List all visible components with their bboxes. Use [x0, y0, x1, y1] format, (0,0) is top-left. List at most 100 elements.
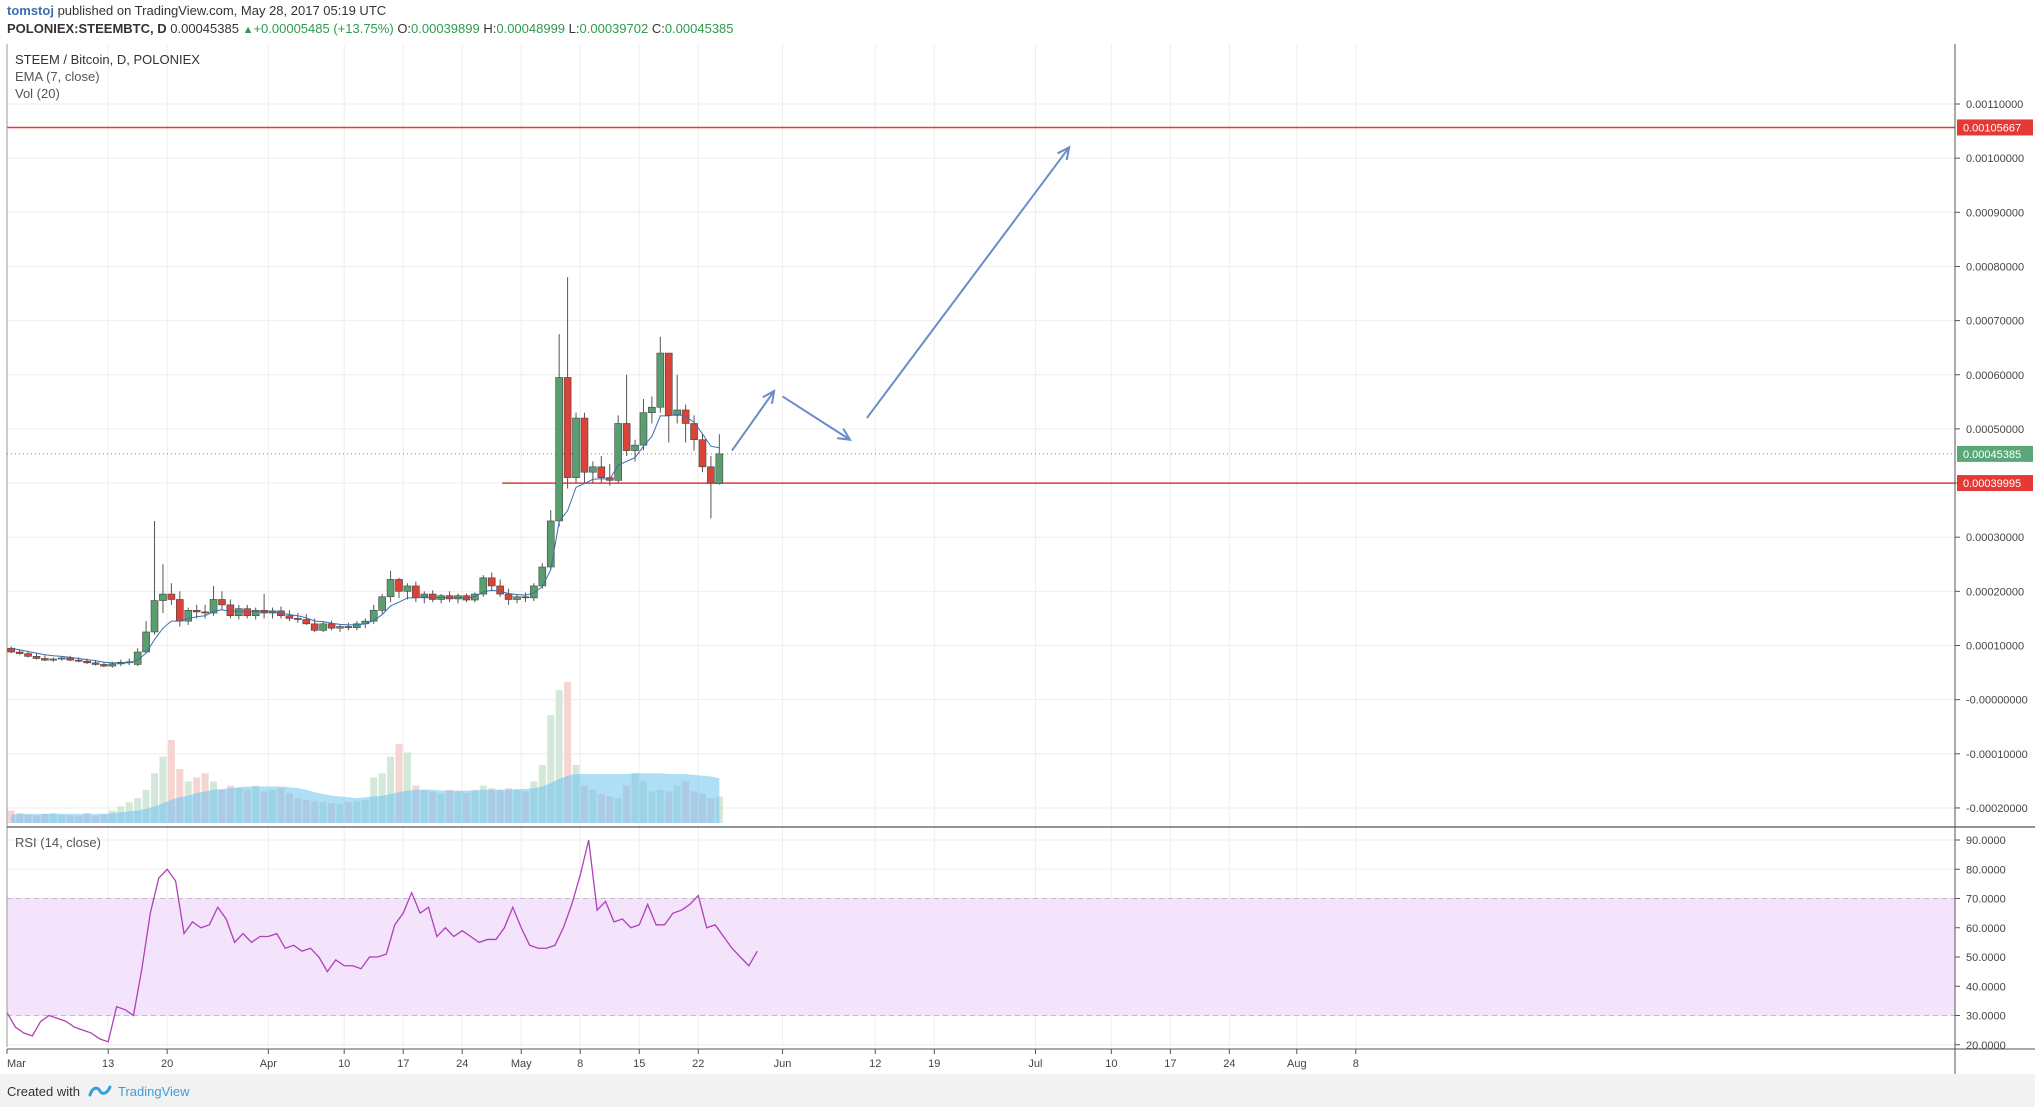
ema-line — [11, 413, 720, 664]
time-tick-label: Apr — [260, 1058, 277, 1070]
footer: Created with TradingView — [0, 1074, 2035, 1107]
tradingview-link[interactable]: TradingView — [118, 1084, 190, 1099]
horizontal-lines[interactable] — [7, 126, 1955, 484]
candle-body — [428, 593, 437, 600]
price-tick-label: 0.00060000 — [1966, 370, 2024, 382]
candle-body — [395, 579, 403, 592]
price-tick-label: -0.00000000 — [1966, 695, 2028, 707]
ohlc-summary: POLONIEX:STEEMBTC, D 0.00045385 ▲+0.0000… — [7, 21, 734, 36]
candle-body — [209, 599, 218, 614]
candle-body — [648, 406, 656, 413]
rsi-path — [6, 839, 758, 1043]
author-link[interactable]: tomstoj — [7, 3, 54, 18]
candle-body — [133, 651, 142, 665]
candle-body — [344, 626, 353, 628]
low-value: 0.00039702 — [579, 21, 649, 36]
candle-body — [74, 659, 83, 662]
candle-body — [91, 662, 100, 665]
candle-body — [159, 593, 167, 601]
chart-svg[interactable]: 0.00110000 0.00100000 0.00090000 0.00080000… — [0, 44, 2035, 1074]
rsi-tick-label: 60.0000 — [1966, 923, 2006, 935]
candle-body — [664, 352, 673, 416]
candle-body — [656, 352, 665, 408]
rsi-tick-label: 50.0000 — [1966, 952, 2006, 964]
candle-body — [226, 604, 235, 617]
candle-body — [32, 656, 41, 659]
candle-body — [496, 585, 504, 595]
high-label: H: — [483, 21, 497, 36]
publish-info: tomstoj published on TradingView.com, Ma… — [7, 3, 386, 18]
legend-vol: Vol (20) — [15, 86, 60, 101]
candle-body — [378, 596, 386, 611]
time-tick-label: 10 — [1105, 1058, 1117, 1070]
projection-arrow-head — [1057, 145, 1071, 161]
price-axis-labels: 0.00110000 0.00100000 0.00090000 0.00080000… — [1955, 99, 2033, 1052]
candle-body — [580, 417, 589, 473]
volume-bar — [403, 752, 411, 823]
last-price: 0.00045385 — [170, 21, 239, 36]
volume-ma-area — [11, 773, 720, 823]
volume-bar — [167, 740, 175, 823]
time-tick-label: 24 — [456, 1058, 468, 1070]
volume-bar — [142, 789, 150, 823]
projection-arrow-line — [731, 390, 775, 452]
projection-arrow-line — [866, 146, 1070, 419]
candle-body — [521, 596, 530, 599]
tradingview-logo-icon — [88, 1085, 112, 1097]
candle-body — [673, 409, 681, 416]
candle-body — [572, 417, 580, 478]
candle-body — [513, 596, 521, 600]
rsi-tick-label: 80.0000 — [1966, 864, 2006, 876]
candle-body — [420, 593, 429, 599]
candle-body — [319, 623, 327, 631]
close-label: C: — [651, 21, 665, 36]
candle-body — [108, 663, 117, 667]
price-tick-label: 0.00070000 — [1966, 316, 2024, 328]
chart-legend: STEEM / Bitcoin, D, POLONIEX EMA (7, clo… — [15, 52, 200, 850]
candle-body — [100, 664, 108, 667]
candle-body — [142, 631, 150, 653]
price-tick-label: 0.00030000 — [1966, 532, 2024, 544]
price-tick-label: -0.00010000 — [1966, 749, 2028, 761]
candle-body — [555, 377, 563, 522]
volume-bar — [555, 690, 563, 823]
price-tick-label: 0.00050000 — [1966, 424, 2024, 436]
close-value: 0.00045385 — [664, 21, 734, 36]
candle-body — [622, 423, 631, 451]
legend-ema: EMA (7, close) — [15, 69, 100, 84]
rsi-tick-label: 20.0000 — [1966, 1040, 2006, 1052]
time-tick-label: Jul — [1028, 1058, 1042, 1070]
price-tick-label: 0.00010000 — [1966, 641, 2024, 653]
price-label-box-last — [1957, 445, 2033, 462]
price-tick-label: 0.00080000 — [1966, 261, 2024, 273]
candle-body — [563, 377, 572, 478]
candle-body — [66, 657, 75, 661]
chart-area[interactable]: 0.00110000 0.00100000 0.00090000 0.00080000… — [0, 44, 2035, 1074]
low-label: L: — [568, 21, 580, 36]
candle-body — [192, 610, 201, 613]
time-tick-label: Mar — [7, 1058, 26, 1070]
candle-body — [698, 439, 707, 468]
candle-body — [235, 608, 243, 617]
published-text: published on TradingView.com, May 28, 20… — [57, 3, 387, 18]
projection-arrows[interactable] — [731, 145, 1071, 452]
volume-bar — [151, 773, 159, 823]
time-tick-label: 17 — [1164, 1058, 1176, 1070]
grid-lines — [6, 44, 1955, 1047]
candle-body — [479, 577, 488, 595]
candle-body — [24, 653, 32, 657]
candlesticks — [7, 277, 724, 668]
candle-body — [403, 585, 412, 592]
candle-body — [530, 585, 538, 599]
volume-bar — [159, 756, 167, 823]
volume-ma-fill — [11, 773, 720, 823]
candle-body — [715, 453, 724, 484]
price-tick-label: -0.00020000 — [1966, 803, 2028, 815]
candle-body — [294, 618, 302, 620]
rsi-line — [6, 839, 758, 1043]
price-label-resistance: 0.00105667 — [1963, 122, 2021, 134]
open-label: O: — [397, 21, 412, 36]
created-with-text: Created with — [7, 1084, 80, 1099]
price-tick-label: 0.00100000 — [1966, 153, 2024, 165]
candle-body — [83, 660, 91, 664]
